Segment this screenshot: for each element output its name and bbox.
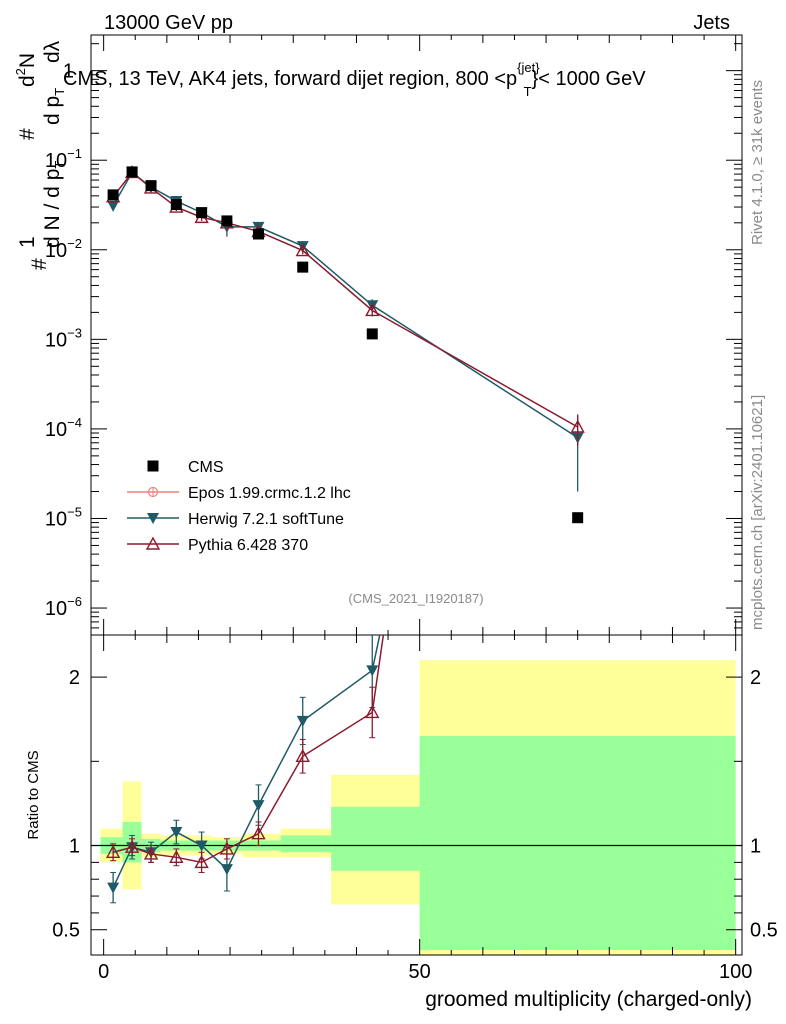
svg-text:d N / d pT: d N / d pT xyxy=(41,161,67,248)
herwig-ratio-point xyxy=(170,827,183,839)
ratio-panel xyxy=(90,634,743,956)
plot-title: CMS, 13 TeV, AK4 jets, forward dijet reg… xyxy=(63,60,646,99)
svg-text:#: # xyxy=(28,258,51,270)
y-axis-label: # 1 d N / d pT # d pT d2N dλ xyxy=(13,40,67,270)
herwig-ratio-point xyxy=(195,840,208,852)
herwig-ratio-line xyxy=(112,635,381,888)
svg-text:1: 1 xyxy=(16,236,39,248)
cms-point xyxy=(297,261,309,273)
x-tick-label: 100 xyxy=(719,961,752,983)
pythia-line xyxy=(112,171,579,428)
cms-point xyxy=(252,228,264,240)
y-tick-label: 10−3 xyxy=(45,325,82,351)
pythia-ratio-point xyxy=(295,748,310,762)
cms-point xyxy=(145,180,157,192)
y-tick-label: 10−6 xyxy=(45,594,82,620)
ratio-y-tick-label: 2 xyxy=(69,667,80,689)
analysis-id: (CMS_2021_I1920187) xyxy=(348,591,483,606)
svg-text:#: # xyxy=(16,128,39,140)
rivet-version-label: Rivet 4.1.0, ≥ 31k events xyxy=(749,80,766,245)
legend-marker xyxy=(147,513,159,524)
y-tick-label: 10−5 xyxy=(45,504,82,530)
legend-marker xyxy=(147,460,159,472)
pythia-ratio-point xyxy=(251,826,266,840)
mcplots-label: mcplots.cern.ch [arXiv:2401.10621] xyxy=(749,395,766,630)
y-tick-label: 10−4 xyxy=(45,415,82,441)
cms-point xyxy=(196,207,208,219)
pythia-ratio-point xyxy=(105,844,121,858)
x-tick-label: 50 xyxy=(409,961,431,983)
uncertainty-band-green xyxy=(419,736,736,950)
herwig-ratio-point xyxy=(220,864,233,876)
ratio-y-tick-label: 1 xyxy=(69,836,80,858)
svg-text:d2N: d2N xyxy=(13,53,39,87)
ratio-y-axis-label: Ratio to CMS xyxy=(25,750,42,839)
pythia-ratio-point xyxy=(194,854,209,869)
cms-point xyxy=(572,512,584,524)
pythia-ratio-point xyxy=(143,846,159,860)
pythia-point xyxy=(570,419,585,433)
legend-label: Epos 1.99.crmc.1.2 lhc xyxy=(188,485,351,502)
herwig-point xyxy=(107,200,120,212)
svg-text:d pT: d pT xyxy=(41,88,67,125)
herwig-ratio-point xyxy=(107,882,120,894)
y-tick-label: 1 xyxy=(63,61,74,83)
legend-label: Pythia 6.428 370 xyxy=(188,537,308,554)
cms-point xyxy=(126,166,138,178)
pythia-ratio-point xyxy=(169,849,184,864)
cms-point xyxy=(170,199,182,211)
pythia-point xyxy=(365,303,380,317)
y-tick-label: 10−2 xyxy=(45,236,82,262)
uncertainty-band-green xyxy=(280,835,332,853)
uncertainty-band-green xyxy=(331,806,420,871)
header-left: 13000 GeV pp xyxy=(104,12,233,34)
ratio-panel-frame xyxy=(90,634,743,956)
herwig-ratio-point xyxy=(366,665,379,677)
x-axis-label: groomed multiplicity (charged-only) xyxy=(425,988,752,1011)
cms-point xyxy=(107,189,119,201)
pythia-ratio-line xyxy=(112,635,385,864)
ratio-data xyxy=(105,635,385,904)
pythia-ratio-point xyxy=(219,841,235,855)
main-data xyxy=(105,164,585,524)
svg-text:dλ: dλ xyxy=(41,40,64,63)
cms-point xyxy=(221,215,233,227)
ratio-y-tick-label-right: 0.5 xyxy=(750,920,778,942)
legend: CMS Epos 1.99.crmc.1.2 lhc Herwig 7.2.1 so… xyxy=(127,459,351,554)
x-tick-label: 0 xyxy=(98,961,109,983)
legend-marker xyxy=(145,536,161,550)
pythia-ratio-point xyxy=(365,705,380,719)
header-right: Jets xyxy=(693,12,730,34)
main-axes: 1 10−1 10−2 10−3 10−4 10−5 10−6 xyxy=(45,35,742,636)
herwig-point xyxy=(296,241,309,253)
y-tick-label: 10−1 xyxy=(45,146,82,172)
legend-label: Herwig 7.2.1 softTune xyxy=(188,511,344,528)
cms-point xyxy=(366,328,378,340)
herwig-point xyxy=(252,221,265,233)
ratio-y-tick-label: 0.5 xyxy=(52,920,80,942)
ratio-bands xyxy=(91,660,742,955)
ratio-y-tick-label-right: 1 xyxy=(750,836,761,858)
ratio-axes: 0.5 0.5 1 1 2 2 0 50 100 xyxy=(52,635,778,983)
herwig-ratio-point xyxy=(296,715,309,727)
pythia-ratio-point xyxy=(124,839,140,853)
ratio-y-tick-label-right: 2 xyxy=(750,667,761,689)
herwig-ratio-point xyxy=(252,800,265,812)
legend-label: CMS xyxy=(188,459,224,476)
pythia-point xyxy=(295,243,310,257)
